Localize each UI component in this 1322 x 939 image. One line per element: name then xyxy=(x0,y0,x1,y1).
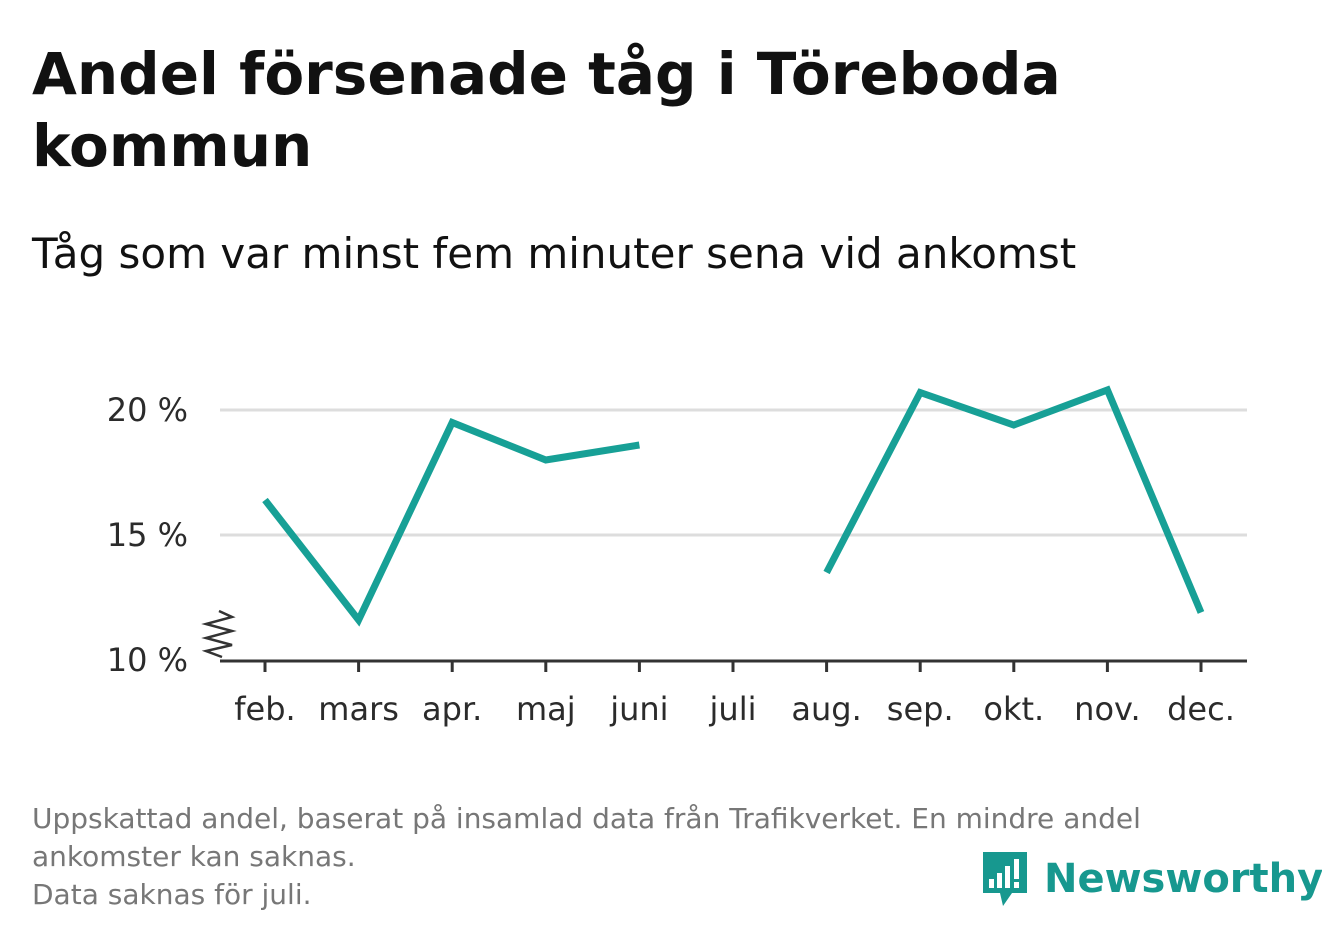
logo-text: Newsworthy xyxy=(1044,856,1322,902)
x-tick-label: feb. xyxy=(234,690,295,728)
x-tick-label: juli xyxy=(709,690,757,728)
x-axis-tick-labels: feb. mars apr. maj juni juli aug. sep. okt. nov. d… xyxy=(234,690,1235,728)
newsworthy-chart-bubble-icon xyxy=(983,852,1027,906)
y-tick-label: 10 % xyxy=(107,641,188,679)
x-tick-label: sep. xyxy=(887,690,954,728)
axis-break-icon xyxy=(201,609,237,659)
footnote-line: Uppskattad andel, baserat på insamlad da… xyxy=(32,802,1141,835)
series-line xyxy=(823,385,1205,614)
gridlines xyxy=(220,408,1247,537)
y-tick-label: 20 % xyxy=(107,391,188,429)
y-tick-label: 15 % xyxy=(107,516,188,554)
newsworthy-logo: Newsworthy xyxy=(980,848,1322,910)
x-tick-label: aug. xyxy=(791,690,861,728)
x-tick-label: maj xyxy=(516,690,576,728)
chart-subtitle: Tåg som var minst fem minuter sena vid a… xyxy=(32,229,1077,278)
series-lines xyxy=(262,385,1205,627)
x-tick-label: juni xyxy=(609,690,668,728)
x-tick-label: okt. xyxy=(983,690,1044,728)
x-axis xyxy=(201,609,1247,672)
y-axis-tick-labels: 10 % 15 % 20 % xyxy=(107,391,188,679)
footnote-line: Data saknas för juli. xyxy=(32,878,312,911)
footnote: Uppskattad andel, baserat på insamlad da… xyxy=(32,800,1282,914)
x-tick-label: nov. xyxy=(1074,690,1140,728)
series-line xyxy=(262,418,640,627)
chart-title: Andel försenade tåg i Töreboda kommun xyxy=(32,40,1061,180)
x-tick-label: apr. xyxy=(422,690,482,728)
x-tick-label: dec. xyxy=(1167,690,1235,728)
x-tick-label: mars xyxy=(318,690,399,728)
footnote-line: ankomster kan saknas. xyxy=(32,840,356,873)
